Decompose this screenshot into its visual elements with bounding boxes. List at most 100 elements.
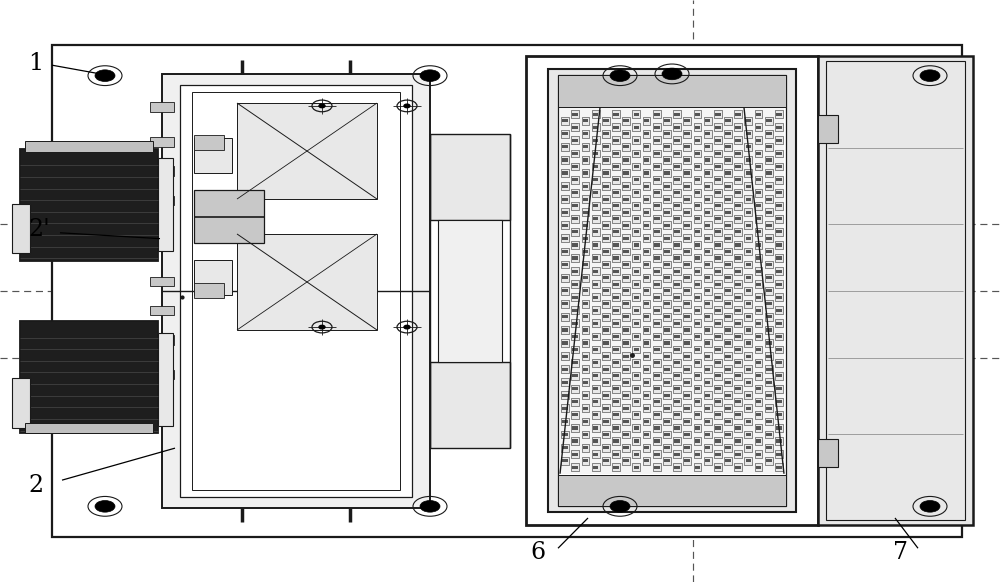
Bar [684, 276, 690, 279]
Bar [632, 136, 640, 144]
Bar [755, 150, 762, 157]
Bar [673, 162, 681, 171]
Bar [632, 241, 640, 249]
Bar [725, 146, 731, 148]
Bar [715, 165, 721, 168]
Bar [766, 433, 772, 436]
Bar [755, 411, 762, 419]
Bar [756, 217, 761, 221]
Bar [572, 387, 578, 391]
Bar [734, 215, 742, 223]
Bar [664, 276, 670, 279]
Bar [593, 257, 598, 260]
Bar [746, 289, 751, 292]
Bar [695, 217, 700, 221]
Bar [734, 241, 742, 249]
Bar [632, 150, 640, 157]
Bar [694, 162, 701, 171]
Bar [766, 146, 772, 148]
Bar [776, 139, 782, 142]
Bar [715, 243, 721, 247]
Bar [725, 119, 731, 122]
Bar [705, 146, 710, 148]
Bar [705, 394, 710, 397]
Bar [725, 184, 731, 187]
Bar [561, 130, 569, 138]
Bar [695, 191, 700, 194]
Bar [735, 165, 741, 168]
Bar [755, 320, 762, 327]
Bar [582, 391, 589, 399]
Bar [664, 211, 670, 214]
Bar [744, 117, 752, 125]
Bar [704, 417, 712, 425]
Bar [632, 320, 640, 327]
Bar [613, 374, 619, 377]
Bar [603, 223, 609, 227]
Bar [622, 417, 630, 425]
Bar [715, 217, 721, 221]
Bar [683, 457, 691, 464]
Bar [734, 450, 742, 458]
Bar [562, 446, 568, 449]
Bar [25, 423, 153, 433]
Bar [695, 257, 700, 260]
Bar [561, 247, 569, 255]
Bar [572, 374, 578, 377]
Bar [634, 139, 639, 142]
Bar [715, 400, 721, 403]
Bar [593, 126, 598, 129]
Bar [775, 136, 783, 144]
Bar [694, 110, 701, 118]
Circle shape [404, 104, 410, 108]
Bar [571, 150, 579, 157]
Bar [673, 463, 681, 471]
Bar [613, 126, 619, 129]
Bar [756, 139, 761, 142]
Bar [622, 235, 630, 242]
Bar [673, 176, 681, 183]
Bar [775, 189, 783, 197]
Bar [613, 191, 619, 194]
Bar [592, 359, 600, 367]
Bar [673, 437, 681, 445]
Bar [735, 230, 741, 233]
Bar [612, 267, 620, 275]
Bar [724, 404, 732, 412]
Bar [571, 110, 579, 118]
Bar [582, 287, 589, 294]
Bar [583, 119, 588, 122]
Bar [694, 463, 701, 471]
Bar [744, 326, 752, 334]
Bar [582, 431, 589, 438]
Bar [622, 365, 630, 373]
Bar [634, 453, 639, 456]
Bar [664, 394, 670, 397]
Bar [583, 276, 588, 279]
Bar [583, 354, 588, 358]
Bar [775, 398, 783, 406]
Bar [572, 139, 578, 142]
Bar [694, 228, 701, 236]
Bar [766, 184, 772, 187]
Bar [583, 146, 588, 148]
Bar [561, 196, 569, 203]
Bar [571, 320, 579, 327]
Bar [654, 296, 660, 299]
Bar [572, 309, 578, 312]
Bar [746, 342, 751, 345]
Bar [643, 221, 650, 229]
Bar [775, 293, 783, 301]
Bar [725, 368, 731, 371]
Bar [663, 247, 671, 255]
Bar [724, 221, 732, 229]
Bar [674, 269, 680, 272]
Bar [765, 457, 773, 464]
Bar [705, 132, 710, 136]
Bar [695, 152, 700, 155]
Bar [602, 457, 610, 464]
Bar [776, 296, 782, 299]
Bar [776, 322, 782, 325]
Bar [776, 387, 782, 391]
Bar [623, 184, 629, 187]
